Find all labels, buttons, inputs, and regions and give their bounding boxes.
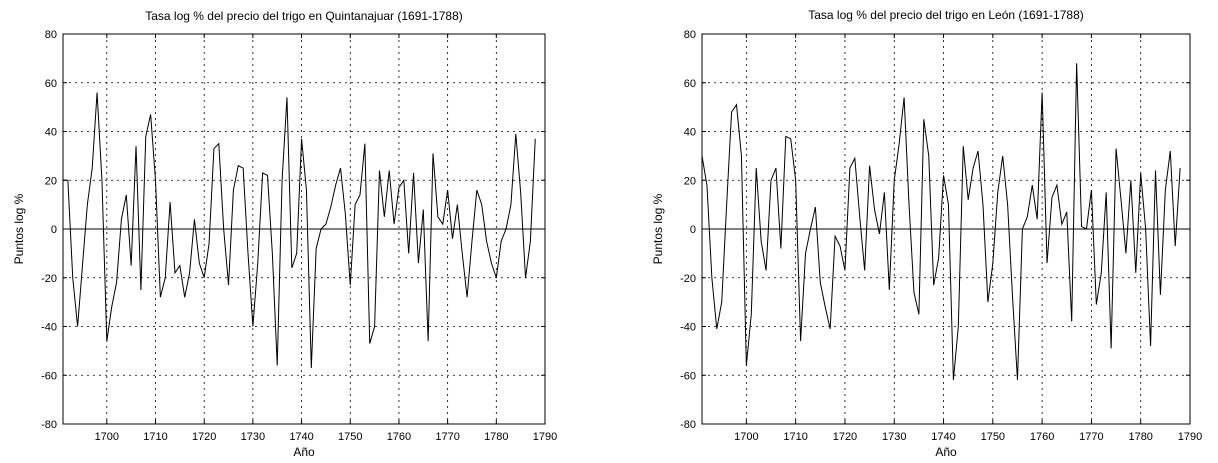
y-tick-label: 40	[684, 127, 696, 139]
y-tick-label: -60	[41, 370, 57, 382]
y-tick-label: -20	[680, 273, 696, 285]
x-tick-label: 1750	[338, 431, 362, 443]
x-tick-label: 1730	[241, 431, 265, 443]
x-tick-label: 1790	[533, 431, 557, 443]
x-tick-label: 1700	[734, 431, 758, 443]
y-tick-label: 40	[45, 127, 57, 139]
x-tick-label: 1770	[435, 431, 459, 443]
y-tick-label: 80	[45, 29, 57, 41]
x-tick-label: 1720	[833, 431, 857, 443]
y-tick-label: -40	[680, 322, 696, 334]
y-tick-label: 20	[45, 175, 57, 187]
x-axis-label: Año	[935, 445, 957, 459]
x-tick-label: 1730	[882, 431, 906, 443]
y-tick-label: -20	[41, 273, 57, 285]
y-tick-label: 60	[684, 78, 696, 90]
x-axis-label: Año	[293, 445, 315, 459]
y-tick-label: 80	[684, 29, 696, 41]
x-tick-label: 1750	[981, 431, 1005, 443]
y-tick-label: 0	[51, 224, 57, 236]
y-tick-label: -80	[680, 419, 696, 431]
y-axis-label: Puntos log %	[651, 193, 665, 264]
x-tick-label: 1740	[931, 431, 955, 443]
x-tick-label: 1780	[484, 431, 508, 443]
x-tick-label: 1790	[1178, 431, 1202, 443]
x-tick-label: 1770	[1079, 431, 1103, 443]
y-tick-label: -40	[41, 322, 57, 334]
chart-title: Tasa log % del precio del trigo en León …	[808, 8, 1084, 22]
chart-title: Tasa log % del precio del trigo en Quint…	[145, 9, 463, 23]
chart-quintanajuar: Tasa log % del precio del trigo en Quint…	[12, 9, 557, 459]
series-line	[63, 92, 536, 368]
y-tick-label: -80	[41, 419, 57, 431]
y-tick-label: 20	[684, 175, 696, 187]
x-tick-label: 1760	[1030, 431, 1054, 443]
x-tick-label: 1740	[289, 431, 313, 443]
x-tick-label: 1710	[783, 431, 807, 443]
x-tick-label: 1780	[1128, 431, 1152, 443]
y-tick-label: 0	[690, 224, 696, 236]
x-tick-label: 1760	[387, 431, 411, 443]
x-tick-label: 1710	[143, 431, 167, 443]
y-axis-label: Puntos log %	[12, 193, 26, 264]
x-tick-label: 1720	[192, 431, 216, 443]
y-tick-label: -60	[680, 370, 696, 382]
chart-leon: Tasa log % del precio del trigo en León …	[651, 8, 1202, 459]
x-tick-label: 1700	[95, 431, 119, 443]
series-line	[701, 63, 1181, 381]
y-tick-label: 60	[45, 78, 57, 90]
